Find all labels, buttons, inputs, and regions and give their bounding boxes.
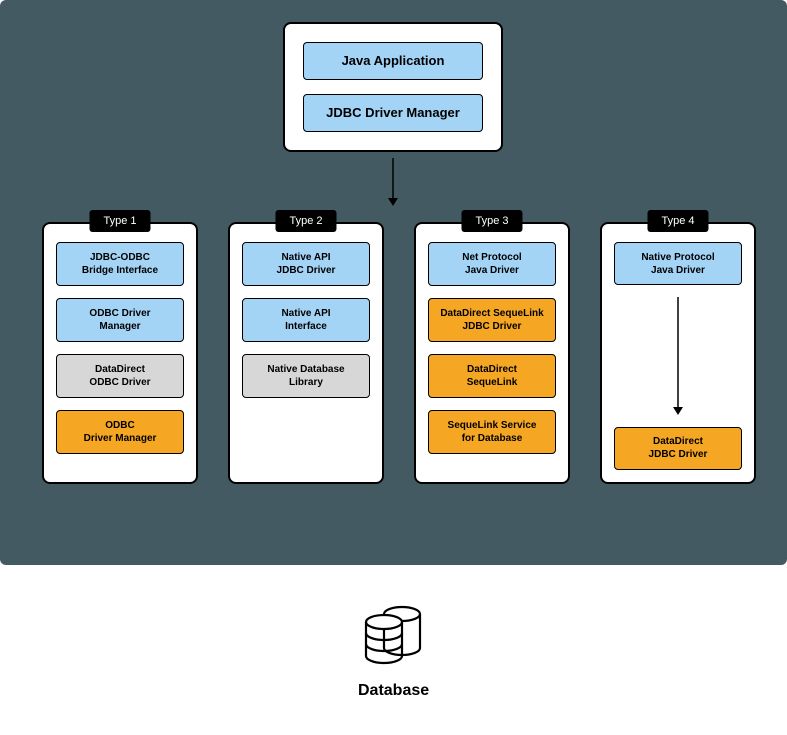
column-type-label: Type 1 (89, 210, 150, 232)
driver-box: ODBC Driver Manager (56, 298, 184, 342)
driver-box: Native API Interface (242, 298, 370, 342)
database-label: Database (358, 682, 428, 700)
box-java-application: Java Application (303, 42, 483, 80)
driver-box: JDBC-ODBC Bridge Interface (56, 242, 184, 286)
box-jdbc-driver-manager: JDBC Driver Manager (303, 94, 483, 132)
column-type-label: Type 3 (461, 210, 522, 232)
driver-box: SequeLink Service for Database (428, 410, 556, 454)
driver-box: Native Database Library (242, 354, 370, 398)
driver-box: Native API JDBC Driver (242, 242, 370, 286)
top-container: Java Application JDBC Driver Manager (283, 22, 503, 152)
driver-box: Net Protocol Java Driver (428, 242, 556, 286)
driver-box: ODBC Driver Manager (56, 410, 184, 454)
driver-box: DataDirect JDBC Driver (614, 427, 742, 470)
driver-box: DataDirect ODBC Driver (56, 354, 184, 398)
driver-box: Native Protocol Java Driver (614, 242, 742, 285)
database-icon (358, 600, 428, 670)
column-inner-arrow (668, 297, 688, 414)
column-type-label: Type 4 (647, 210, 708, 232)
driver-box: DataDirect SequeLink (428, 354, 556, 398)
column-type-2: Type 2Native API JDBC DriverNative API I… (228, 222, 384, 484)
column-type-4: Type 4Native Protocol Java Driver DataDi… (600, 222, 756, 484)
arrow-top-to-columns (383, 158, 403, 208)
column-type-label: Type 2 (275, 210, 336, 232)
column-type-3: Type 3Net Protocol Java DriverDataDirect… (414, 222, 570, 484)
driver-box: DataDirect SequeLink JDBC Driver (428, 298, 556, 342)
column-type-1: Type 1JDBC-ODBC Bridge InterfaceODBC Dri… (42, 222, 198, 484)
